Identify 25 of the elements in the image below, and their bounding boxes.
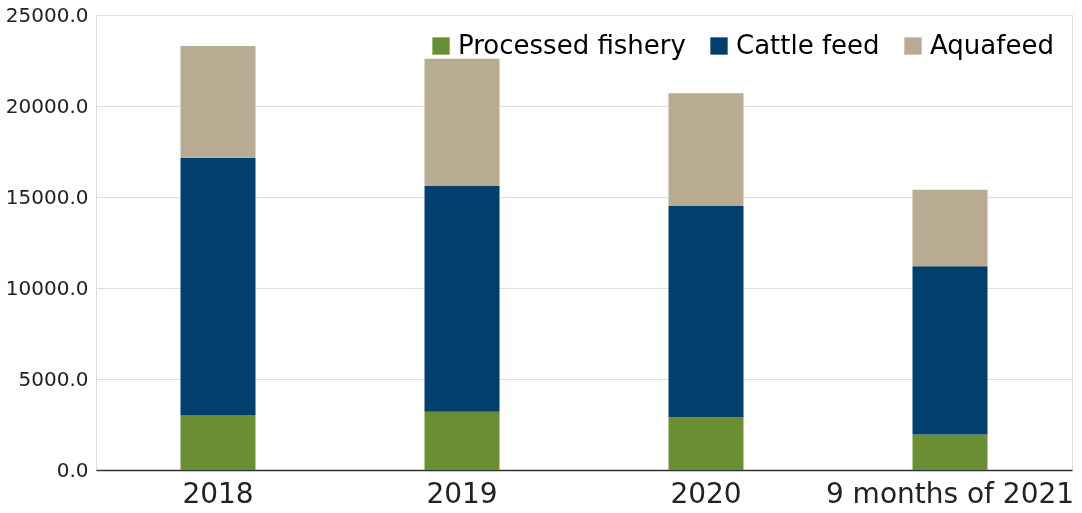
y-tick-label: 10000.0 bbox=[5, 275, 89, 300]
y-tick-label: 0.0 bbox=[56, 457, 89, 482]
bar bbox=[180, 415, 256, 470]
bar bbox=[180, 157, 256, 416]
x-tick-label: 2019 bbox=[426, 476, 498, 510]
y-tick-label: 15000.0 bbox=[5, 184, 89, 209]
legend-label: Aquafeed bbox=[930, 30, 1054, 60]
y-tick-label: 20000.0 bbox=[5, 93, 89, 118]
y-tick-label: 25000.0 bbox=[5, 2, 89, 27]
bar bbox=[668, 93, 744, 207]
bar bbox=[912, 434, 988, 470]
bar bbox=[668, 206, 744, 418]
x-tick-label: 9 months of 2021 bbox=[825, 476, 1075, 510]
bar bbox=[424, 58, 500, 187]
x-tick-label: 2020 bbox=[670, 476, 742, 510]
bar bbox=[424, 411, 500, 470]
legend-label: Processed fishery bbox=[458, 30, 686, 60]
bar bbox=[912, 266, 988, 435]
y-tick-label: 5000.0 bbox=[18, 366, 89, 391]
x-tick-label: 2018 bbox=[182, 476, 254, 510]
bar bbox=[180, 45, 256, 158]
bar bbox=[668, 417, 744, 470]
bar bbox=[424, 186, 500, 412]
bar bbox=[912, 189, 988, 267]
legend-label: Cattle feed bbox=[736, 30, 880, 60]
